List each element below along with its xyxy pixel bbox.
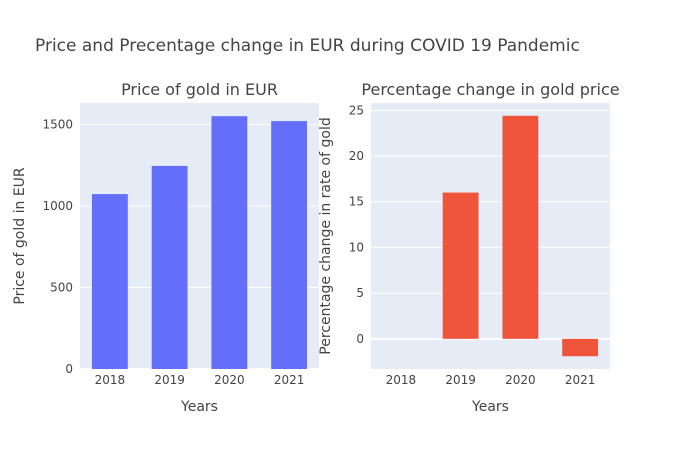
price-y-tick-label: 1000 <box>42 199 73 213</box>
price-y-axis-title: Price of gold in EUR <box>12 167 28 305</box>
percent-x-ticks: 2018 2019 2020 2021 <box>386 373 596 387</box>
price-bar-2021 <box>271 121 308 369</box>
price-bars <box>91 116 308 369</box>
price-x-tick-label: 2020 <box>214 373 245 387</box>
percent-x-tick-label: 2018 <box>386 373 417 387</box>
percent-y-tick-label: 15 <box>349 195 364 209</box>
percent-x-tick-label: 2021 <box>565 373 596 387</box>
percent-subplot-title: Percentage change in gold price <box>361 80 619 99</box>
price-bar-2019 <box>151 165 188 369</box>
percent-x-axis-title: Years <box>471 399 509 415</box>
price-bar-2018 <box>91 194 128 369</box>
percent-x-tick-label: 2019 <box>445 373 476 387</box>
percent-y-axis-title: Percentage change in rate of gold <box>318 117 334 354</box>
percent-y-ticks: 0 5 10 15 20 25 <box>349 103 364 346</box>
price-y-tick-label: 500 <box>50 281 73 295</box>
percent-y-tick-label: 10 <box>349 240 364 254</box>
percent-plot-background <box>371 103 610 369</box>
price-y-ticks: 0 500 1000 1500 <box>42 118 73 376</box>
percent-gridlines <box>371 109 610 340</box>
percent-bar-2020 <box>502 115 539 339</box>
price-x-tick-label: 2019 <box>154 373 185 387</box>
price-x-tick-label: 2021 <box>274 373 305 387</box>
price-y-tick-label: 0 <box>65 362 73 376</box>
percent-bar-2021 <box>562 338 599 357</box>
price-x-tick-label: 2018 <box>95 373 126 387</box>
percent-bar-2019 <box>442 192 479 339</box>
price-bar-2020 <box>211 116 248 369</box>
figure-title: Price and Precentage change in EUR durin… <box>35 36 580 56</box>
percent-y-tick-label: 20 <box>349 149 364 163</box>
percent-change-subplot: Percentage change in gold price 0 5 10 15 20… <box>318 80 620 415</box>
price-y-tick-label: 1500 <box>42 118 73 132</box>
percent-y-tick-label: 25 <box>349 103 364 117</box>
price-x-ticks: 2018 2019 2020 2021 <box>95 373 305 387</box>
percent-y-tick-label: 5 <box>356 286 364 300</box>
price-subplot-title: Price of gold in EUR <box>121 80 278 99</box>
price-x-axis-title: Years <box>180 399 218 415</box>
percent-x-tick-label: 2020 <box>505 373 536 387</box>
percent-y-tick-label: 0 <box>356 332 364 346</box>
percent-bars <box>442 115 599 357</box>
